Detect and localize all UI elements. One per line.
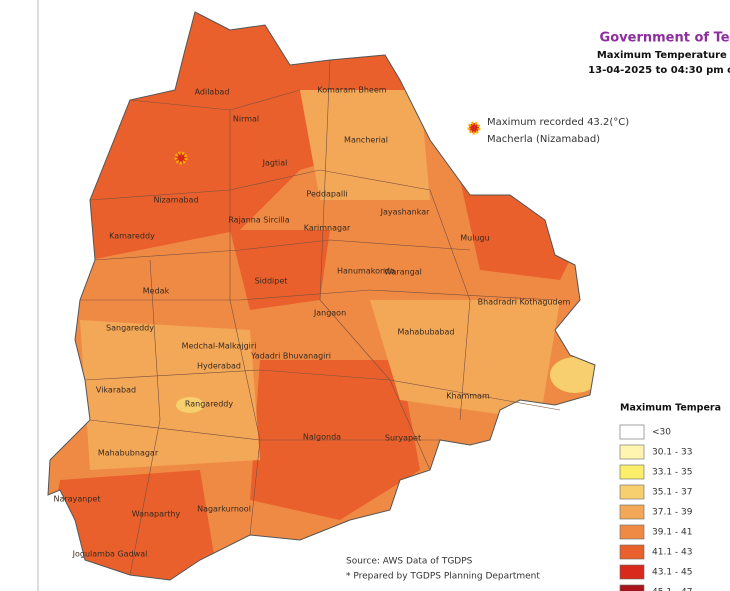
mild-zone (80, 320, 260, 470)
date: 13-04-2025 to 04:30 pm o (588, 65, 730, 76)
district-label: Mulugu (460, 234, 489, 243)
district-label: Jogulamba Gadwal (72, 550, 148, 559)
legend-swatch (619, 444, 645, 460)
subtitle: Maximum Temperature I (597, 50, 730, 61)
legend-swatch (619, 484, 645, 500)
district-label: Vikarabad (96, 386, 136, 395)
legend-label: 43.1 - 45 (652, 568, 692, 578)
legend-label: 30.1 - 33 (652, 448, 692, 458)
district-label: Mahabubabad (398, 328, 455, 337)
legend-swatch (619, 524, 645, 540)
cool-zone (176, 397, 204, 413)
legend-label: <30 (652, 428, 671, 438)
district-label: Siddipet (255, 277, 288, 286)
district-label: Jayashankar (380, 208, 431, 217)
legend-label: 45.1 - 47 (652, 588, 692, 591)
legend-label: 37.1 - 39 (652, 508, 693, 518)
legend-title: Maximum Tempera (620, 403, 721, 414)
district-label: Rajanna Sircilla (228, 216, 289, 225)
district-label: Sangareddy (106, 324, 154, 333)
hot-zone (230, 230, 330, 310)
district-label: Bhadradri Kothagudem (478, 298, 571, 307)
district-label: Nalgonda (303, 433, 341, 442)
legend-swatch (619, 424, 645, 440)
district-label: Nizamabad (153, 196, 198, 205)
title: Government of Tel (600, 31, 730, 46)
district-label: Mahabubnagar (98, 449, 159, 458)
max-marker (174, 151, 188, 165)
legend-swatch (619, 584, 645, 591)
district-label: Rangareddy (185, 400, 234, 409)
district-label: Yadadri Bhuvanagiri (250, 352, 331, 361)
district-borders (80, 59, 561, 576)
district-label: Warangal (384, 268, 422, 277)
district-label: Jagtial (262, 159, 288, 168)
legend-swatch (619, 464, 645, 480)
legend-label: 35.1 - 37 (652, 488, 692, 498)
district-label: Adilabad (195, 88, 230, 97)
district-label: Peddapalli (306, 190, 347, 199)
source: * Prepared by TGDPS Planning Department (346, 572, 540, 582)
legend-marker (467, 121, 481, 135)
cool-zone (550, 357, 595, 393)
district-label: Medchal-Malkajgiri (182, 342, 257, 351)
annotation: Macherla (Nizamabad) (487, 134, 600, 145)
district-label: Suryapet (385, 434, 421, 443)
legend-swatch (619, 504, 645, 520)
district-label: Medak (143, 287, 170, 296)
district-label: Kamareddy (109, 232, 155, 241)
district-label: Mancherial (344, 136, 388, 145)
hot-zone (48, 470, 220, 580)
annotation: Maximum recorded 43.2(°C) (487, 117, 629, 128)
district-label: Karimnagar (304, 224, 351, 233)
district-label: Nirmal (233, 115, 259, 124)
legend-swatch (619, 544, 645, 560)
district-label: Narayanpet (54, 495, 101, 504)
legend-label: 33.1 - 35 (652, 468, 692, 478)
district-label: Komaram Bheem (317, 86, 386, 95)
legend-label: 41.1 - 43 (652, 548, 692, 558)
district-label: Hyderabad (197, 362, 241, 371)
district-label: Hanumakonda (337, 267, 395, 276)
district-label: Khammam (446, 392, 490, 401)
district-label: Jangaon (313, 309, 346, 318)
district-label: Wanaparthy (132, 510, 181, 519)
mild-zone (300, 90, 430, 200)
source: Source: AWS Data of TGDPS (346, 557, 473, 567)
legend-label: 39.1 - 41 (652, 528, 692, 538)
legend-swatch (619, 564, 645, 580)
district-label: Nagarkurnool (197, 505, 251, 514)
